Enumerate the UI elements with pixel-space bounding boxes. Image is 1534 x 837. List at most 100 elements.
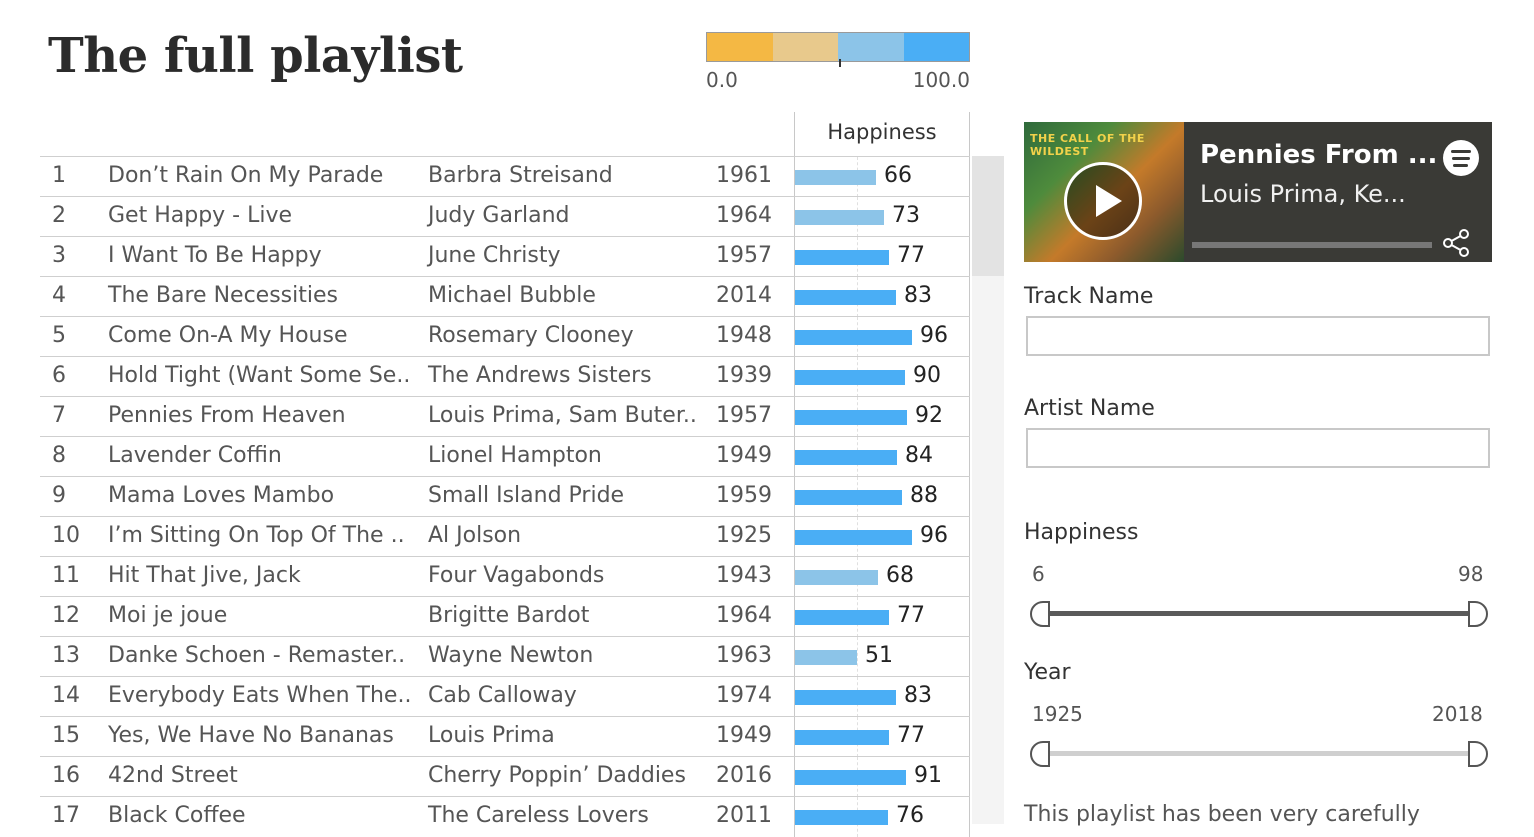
table-row[interactable]: 5 Come On-A My House Rosemary Clooney 1948 9…: [40, 316, 970, 357]
happiness-bar-cell: 68: [794, 557, 970, 597]
track-name-input[interactable]: [1026, 316, 1490, 356]
player-progress-bar[interactable]: [1192, 242, 1432, 248]
table-row[interactable]: 11 Hit That Jive, Jack Four Vagabonds 1943 6…: [40, 556, 970, 597]
happiness-bar-cell: 83: [794, 677, 970, 717]
player-track-name[interactable]: Pennies From ...: [1200, 140, 1438, 170]
happiness-bar-cell: 73: [794, 197, 970, 237]
happiness-bar-cell: 88: [794, 477, 970, 517]
artist-name-cell: Cab Calloway: [428, 683, 577, 708]
playlist-table: 1 Don’t Rain On My Parade Barbra Streisand…: [40, 156, 970, 837]
happiness-value-label: 84: [905, 443, 933, 468]
share-icon[interactable]: [1442, 228, 1472, 258]
table-row[interactable]: 15 Yes, We Have No Bananas Louis Prima 1949…: [40, 716, 970, 757]
happiness-bar[interactable]: [795, 570, 878, 585]
happiness-filter-label: Happiness: [1024, 520, 1139, 545]
track-name-cell: Yes, We Have No Bananas: [108, 723, 394, 748]
happiness-bar[interactable]: [795, 490, 902, 505]
table-row[interactable]: 10 I’m Sitting On Top Of The .. Al Jolson 1…: [40, 516, 970, 557]
artist-name-cell: Four Vagabonds: [428, 563, 605, 588]
scrollbar-thumb[interactable]: [972, 156, 1004, 276]
happiness-value-label: 77: [897, 723, 925, 748]
row-number: 16: [52, 763, 80, 788]
year-max-value: 2018: [1432, 702, 1483, 726]
year-cell: 1925: [716, 523, 772, 548]
happiness-bar[interactable]: [795, 170, 876, 185]
row-number: 15: [52, 723, 80, 748]
table-scrollbar[interactable]: [972, 156, 1004, 824]
happiness-bar-cell: 83: [794, 277, 970, 317]
spotify-player[interactable]: THE CALL OF THE WILDEST Pennies From ...…: [1024, 122, 1492, 262]
happiness-min-handle[interactable]: [1030, 601, 1050, 627]
table-row[interactable]: 7 Pennies From Heaven Louis Prima, Sam But…: [40, 396, 970, 437]
play-button[interactable]: [1064, 162, 1142, 240]
happiness-value-label: 92: [915, 403, 943, 428]
artist-name-cell: Judy Garland: [428, 203, 570, 228]
happiness-value-label: 77: [897, 243, 925, 268]
row-number: 1: [52, 163, 66, 188]
happiness-bar[interactable]: [795, 450, 897, 465]
year-min-handle[interactable]: [1030, 741, 1050, 767]
legend-swatch: [772, 33, 838, 61]
track-name-cell: Mama Loves Mambo: [108, 483, 335, 508]
artist-name-cell: June Christy: [428, 243, 561, 268]
year-cell: 1963: [716, 643, 772, 668]
row-number: 4: [52, 283, 66, 308]
table-row[interactable]: 14 Everybody Eats When The.. Cab Calloway 1…: [40, 676, 970, 717]
happiness-bar[interactable]: [795, 770, 906, 785]
table-row[interactable]: 9 Mama Loves Mambo Small Island Pride 1959 8…: [40, 476, 970, 517]
year-max-handle[interactable]: [1468, 741, 1488, 767]
year-cell: 1964: [716, 203, 772, 228]
table-row[interactable]: 8 Lavender Coffin Lionel Hampton 1949 84: [40, 436, 970, 477]
happiness-bar[interactable]: [795, 290, 896, 305]
table-row[interactable]: 2 Get Happy - Live Judy Garland 1964 73: [40, 196, 970, 237]
happiness-max-handle[interactable]: [1468, 601, 1488, 627]
table-row[interactable]: 12 Moi je joue Brigitte Bardot 1964 77: [40, 596, 970, 637]
track-name-cell: The Bare Necessities: [108, 283, 338, 308]
happiness-bar[interactable]: [795, 370, 905, 385]
table-row[interactable]: 1 Don’t Rain On My Parade Barbra Streisand…: [40, 156, 970, 197]
happiness-bar[interactable]: [795, 690, 896, 705]
happiness-bar[interactable]: [795, 530, 912, 545]
artist-name-label: Artist Name: [1024, 396, 1155, 421]
happiness-bar[interactable]: [795, 330, 912, 345]
spotify-icon[interactable]: [1443, 140, 1479, 176]
happiness-bar[interactable]: [795, 730, 889, 745]
table-row[interactable]: 17 Black Coffee The Careless Lovers 2011 76: [40, 796, 970, 837]
happiness-bar[interactable]: [795, 810, 888, 825]
track-name-cell: Come On-A My House: [108, 323, 348, 348]
table-row[interactable]: 6 Hold Tight (Want Some Se.. The Andrews S…: [40, 356, 970, 397]
track-name-cell: Moi je joue: [108, 603, 228, 628]
happiness-slider-track[interactable]: [1040, 611, 1478, 616]
table-row[interactable]: 4 The Bare Necessities Michael Bubble 2014 8…: [40, 276, 970, 317]
happiness-min-value: 6: [1032, 562, 1045, 586]
happiness-bar[interactable]: [795, 250, 889, 265]
happiness-bar-cell: 84: [794, 437, 970, 477]
happiness-column-header[interactable]: Happiness: [794, 112, 970, 156]
track-name-cell: I Want To Be Happy: [108, 243, 322, 268]
happiness-bar[interactable]: [795, 650, 857, 665]
happiness-value-label: 51: [865, 643, 893, 668]
artist-name-cell: Louis Prima, Sam Buter..: [428, 403, 697, 428]
table-row[interactable]: 3 I Want To Be Happy June Christy 1957 77: [40, 236, 970, 277]
happiness-value-label: 96: [920, 523, 948, 548]
artist-name-cell: Wayne Newton: [428, 643, 594, 668]
description-text: This playlist has been very carefully: [1024, 802, 1420, 827]
happiness-value-label: 83: [904, 283, 932, 308]
happiness-value-label: 88: [910, 483, 938, 508]
table-row[interactable]: 16 42nd Street Cherry Poppin’ Daddies 2016 9…: [40, 756, 970, 797]
artist-name-input[interactable]: [1026, 428, 1490, 468]
track-name-cell: 42nd Street: [108, 763, 238, 788]
year-slider-track[interactable]: [1040, 751, 1478, 756]
track-name-cell: Hold Tight (Want Some Se..: [108, 363, 411, 388]
happiness-bar[interactable]: [795, 610, 889, 625]
year-cell: 1957: [716, 403, 772, 428]
happiness-bar[interactable]: [795, 210, 884, 225]
table-row[interactable]: 13 Danke Schoen - Remaster.. Wayne Newton 1…: [40, 636, 970, 677]
row-number: 10: [52, 523, 80, 548]
year-cell: 2011: [716, 803, 772, 828]
happiness-bar[interactable]: [795, 410, 907, 425]
legend-swatch: [838, 33, 904, 61]
player-artist-name[interactable]: Louis Prima, Ke...: [1200, 180, 1406, 208]
artist-name-cell: Louis Prima: [428, 723, 555, 748]
happiness-bar-cell: 91: [794, 757, 970, 797]
